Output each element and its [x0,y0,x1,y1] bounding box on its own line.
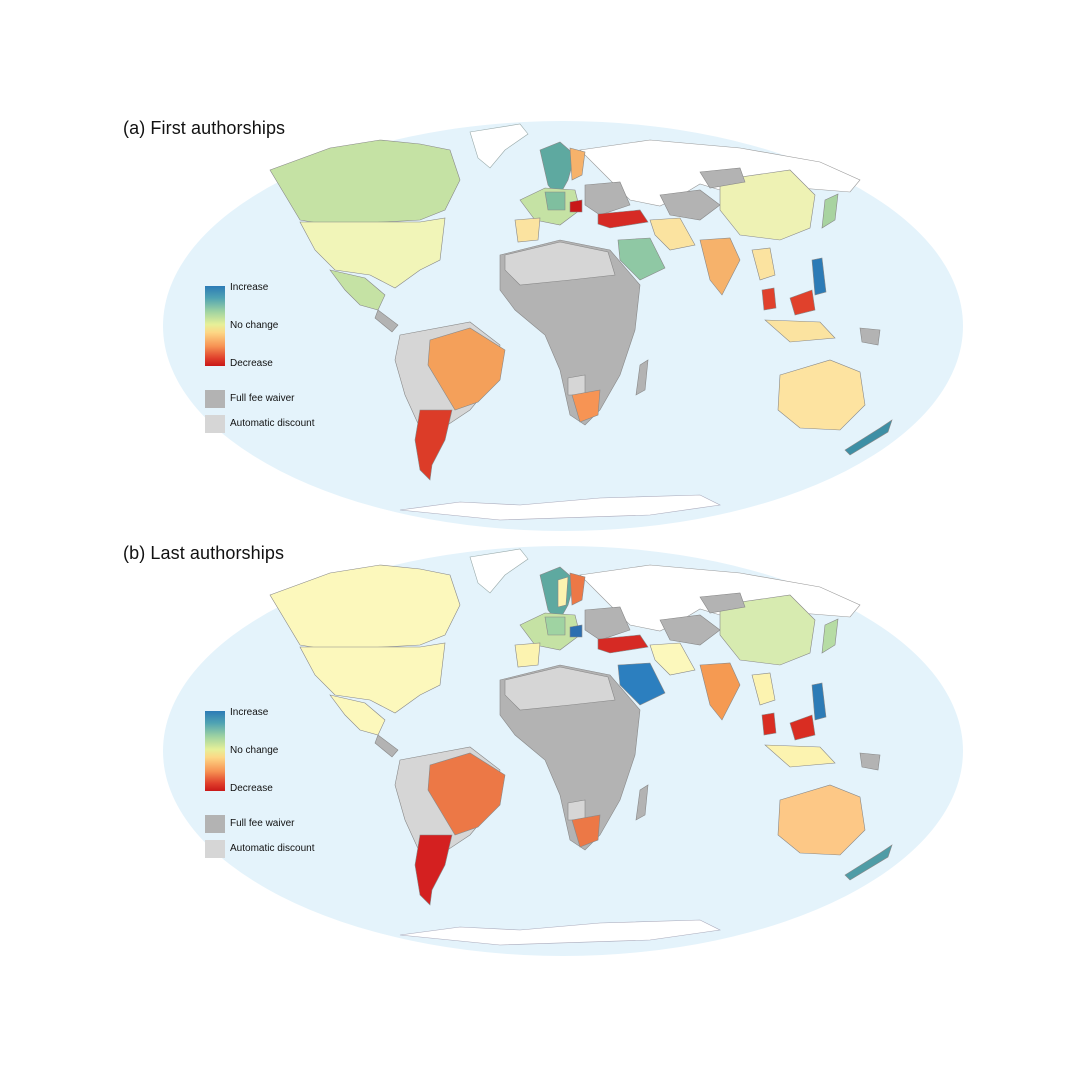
full-fee-waiver-swatch [205,390,225,408]
legend-automatic-discount-label: Automatic discount [230,418,315,429]
world-map-last-authorships [163,546,963,956]
legend-no-change-label: No change [230,745,279,756]
legend-automatic-discount-label: Automatic discount [230,843,315,854]
color-scale-bar [205,286,225,366]
legend-increase-label: Increase [230,282,269,293]
legend-full-fee-waiver-label: Full fee waiver [230,818,295,829]
legend-decrease-label: Decrease [230,783,273,794]
legend-full-fee-waiver-label: Full fee waiver [230,393,295,404]
legend-decrease-label: Decrease [230,358,273,369]
legend-no-change-label: No change [230,320,279,331]
legend-increase-label: Increase [230,707,269,718]
automatic-discount-swatch [205,840,225,858]
color-scale-bar [205,711,225,791]
panel-title: (a) First authorships [123,118,286,138]
panel-first-authorships: (a) First authorships Increase No change… [0,110,1080,540]
automatic-discount-swatch [205,415,225,433]
world-map-first-authorships [163,121,963,531]
full-fee-waiver-swatch [205,815,225,833]
panel-title: (b) Last authorships [123,543,285,563]
panel-last-authorships: (b) Last authorships Increase No change … [0,535,1080,965]
